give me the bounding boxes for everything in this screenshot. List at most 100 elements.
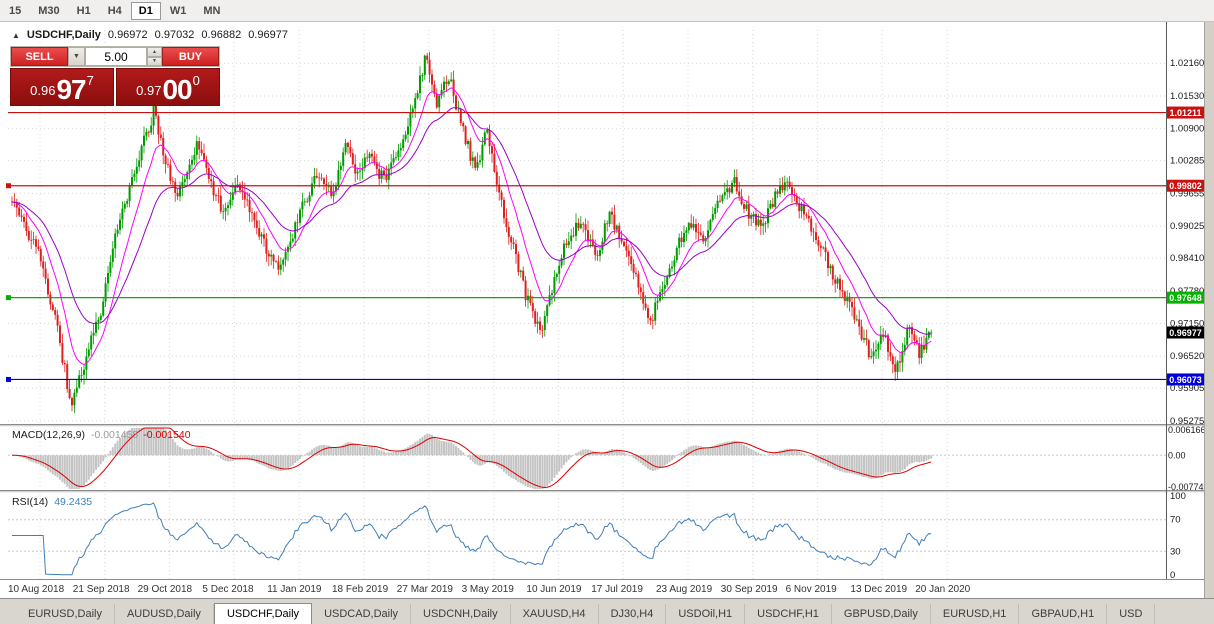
macd-value-2: -0.001540 [143,429,191,441]
svg-text:30 Sep 2019: 30 Sep 2019 [721,584,778,595]
buy-price-display[interactable]: 0.97 00 0 [116,68,220,106]
svg-text:17 Jul 2019: 17 Jul 2019 [591,584,643,595]
level-handle-0.96073[interactable] [6,376,11,382]
current-price-tag: 0.96977 [1167,326,1204,339]
symbol-arrow-icon: ▲ [12,30,20,40]
level-price-tag-0.96073: 0.96073 [1167,373,1204,386]
chart-tab-usdcnh-daily[interactable]: USDCNH,Daily [411,604,511,624]
panel-divider[interactable] [0,490,1204,493]
svg-text:0.99655: 0.99655 [1170,188,1204,199]
sell-price-display[interactable]: 0.96 97 7 [10,68,114,106]
ma-fast-line [11,87,932,365]
timeframe-button-w1[interactable]: W1 [162,2,195,20]
chart-tab-usdchf-h1[interactable]: USDCHF,H1 [745,604,832,624]
svg-text:11 Jan 2019: 11 Jan 2019 [267,584,322,595]
chart-tab-eurusd-h1[interactable]: EURUSD,H1 [931,604,1020,624]
macd-histogram [13,428,933,489]
sell-price-prefix: 0.96 [30,83,56,98]
volume-up-button[interactable]: ▲ [147,47,162,57]
date-axis-labels: 10 Aug 2018 21 Sep 2018 29 Oct 2018 5 Dec 2… [8,584,971,595]
chart-background [0,22,1204,598]
timeframe-button-15[interactable]: 15 [1,2,29,20]
buy-price-big: 00 [162,74,192,105]
svg-text:0.96073: 0.96073 [1169,375,1202,385]
svg-text:100: 100 [1170,491,1186,502]
svg-text:10 Jun 2019: 10 Jun 2019 [526,584,581,595]
price-axis-labels: 1.02160 1.01530 1.00900 1.00285 0.99655 0.990… [1168,58,1204,581]
rsi-value: 49.2435 [54,496,93,508]
svg-text:-0.007745: -0.007745 [1168,482,1204,492]
level-handle-0.99802[interactable] [6,183,11,189]
svg-text:1.02160: 1.02160 [1170,58,1204,69]
svg-text:0: 0 [1170,570,1175,581]
chevron-down-icon: ▼ [73,53,80,60]
timeframe-button-h1[interactable]: H1 [69,2,99,20]
volume-input[interactable] [85,47,147,66]
chart-tab-audusd-daily[interactable]: AUDUSD,Daily [115,604,214,624]
svg-text:70: 70 [1170,515,1181,526]
sell-price-big: 97 [56,74,86,105]
chart-ohlc-header: ▲ USDCHF,Daily 0.96972 0.97032 0.96882 0… [12,29,288,41]
candlestick-series [11,51,933,413]
rsi-indicator-label: RSI(14) 49.2435 [12,496,92,508]
timeframe-button-m30[interactable]: M30 [30,2,67,20]
chart-canvas[interactable]: 1.02160 1.01530 1.00900 1.00285 0.99655 0.990… [0,22,1204,598]
chart-tab-usd[interactable]: USD [1107,604,1156,624]
macd-indicator-label: MACD(12,26,9) -0.001455 -0.001540 [12,429,191,441]
ohlc-high: 0.97032 [154,29,195,41]
svg-text:0.97780: 0.97780 [1170,286,1204,297]
ohlc-low: 0.96882 [201,29,242,41]
chart-tab-gbpusd-daily[interactable]: GBPUSD,Daily [832,604,931,624]
chart-tab-usdcad-daily[interactable]: USDCAD,Daily [312,604,412,624]
chart-symbol-title: USDCHF,Daily [26,29,101,41]
panel-divider[interactable] [0,424,1204,427]
buy-price-pip: 0 [192,73,200,88]
svg-text:0.00: 0.00 [1168,450,1186,460]
svg-text:0.97150: 0.97150 [1170,319,1204,330]
trade-panel-prices: 0.96 97 7 0.97 00 0 [10,68,220,106]
trade-panel-controls: SELL ▼ ▲ ▼ BUY [10,46,220,67]
timeframe-button-mn[interactable]: MN [195,2,228,20]
volume-dropdown-button[interactable]: ▼ [68,47,85,66]
svg-text:10 Aug 2018: 10 Aug 2018 [8,584,65,595]
vertical-scrollbar[interactable] [1204,22,1214,598]
svg-text:1.00900: 1.00900 [1170,124,1204,135]
chart-tab-usdchf-daily[interactable]: USDCHF,Daily [213,603,313,624]
sell-price-pip: 7 [86,73,94,88]
svg-text:0.96977: 0.96977 [1169,328,1202,338]
buy-price-prefix: 0.97 [136,83,162,98]
rsi-line [12,502,932,576]
svg-text:0.98410: 0.98410 [1170,253,1204,264]
svg-text:6 Nov 2019: 6 Nov 2019 [786,584,838,595]
level-handle-0.97648[interactable] [6,295,11,301]
svg-text:0.006166: 0.006166 [1168,425,1204,435]
chart-window: 1.02160 1.01530 1.00900 1.00285 0.99655 0.990… [0,22,1214,598]
sell-button[interactable]: SELL [11,47,68,66]
one-click-trading-panel: SELL ▼ ▲ ▼ BUY 0.96 97 7 0.97 00 0 [10,46,220,106]
svg-text:1.00285: 1.00285 [1170,156,1204,167]
svg-text:21 Sep 2018: 21 Sep 2018 [73,584,130,595]
svg-text:29 Oct 2018: 29 Oct 2018 [138,584,193,595]
buy-button[interactable]: BUY [162,47,219,66]
chart-tab-dj30-h4[interactable]: DJ30,H4 [599,604,667,624]
timeframe-button-d1[interactable]: D1 [130,1,161,20]
svg-text:1.01530: 1.01530 [1170,91,1204,102]
svg-text:23 Aug 2019: 23 Aug 2019 [656,584,713,595]
svg-text:3 May 2019: 3 May 2019 [462,584,515,595]
volume-down-button[interactable]: ▼ [147,56,162,66]
chart-tab-xauusd-h4[interactable]: XAUUSD,H4 [511,604,599,624]
chart-tab-gbpaud-h1[interactable]: GBPAUD,H1 [1019,604,1108,624]
macd-signal-line [12,427,932,489]
svg-text:0.99025: 0.99025 [1170,221,1204,232]
chart-tab-usdoil-h1[interactable]: USDOil,H1 [666,604,746,624]
svg-text:0.99802: 0.99802 [1169,181,1202,191]
timeframe-button-h4[interactable]: H4 [100,2,130,20]
svg-text:1.01211: 1.01211 [1169,108,1201,118]
ohlc-open: 0.96972 [107,29,148,41]
chart-tab-eurusd-daily[interactable]: EURUSD,Daily [16,604,115,624]
ohlc-close: 0.96977 [248,29,288,41]
rsi-name: RSI(14) [12,496,49,508]
svg-text:0.97648: 0.97648 [1169,293,1202,303]
level-price-tag-1.01211: 1.01211 [1167,106,1204,119]
